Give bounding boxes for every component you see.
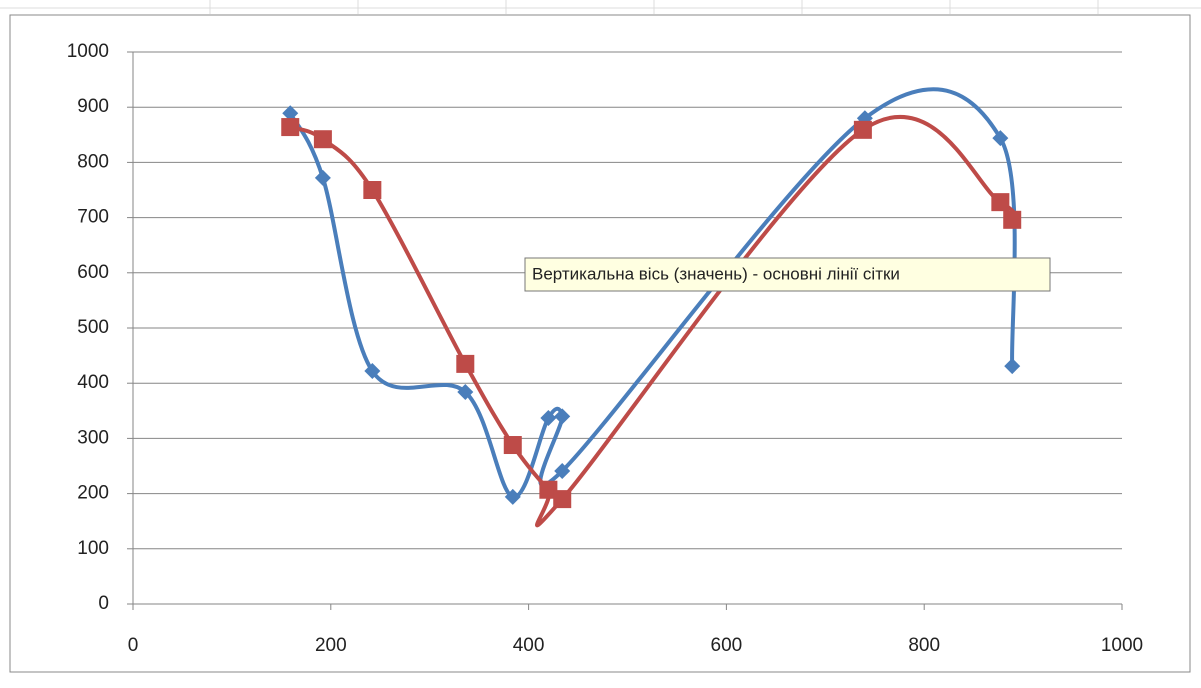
- tooltip: Вертикальна вісь (значень) - основні лін…: [524, 257, 1051, 292]
- y-tick-label: 100: [77, 538, 109, 559]
- marker: [1004, 358, 1021, 375]
- sheet-grid: [0, 0, 1201, 14]
- marker: [504, 488, 521, 505]
- marker: [553, 490, 572, 509]
- marker: [282, 105, 299, 122]
- x-tick-label: 200: [315, 635, 347, 656]
- y-tick-label: 400: [77, 372, 109, 393]
- marker: [503, 436, 522, 455]
- y-tick-label: 900: [77, 96, 109, 117]
- marker: [539, 480, 558, 499]
- x-tick-label: 600: [711, 635, 743, 656]
- marker: [1003, 210, 1022, 229]
- marker: [363, 181, 382, 199]
- y-tick-label: 0: [98, 593, 109, 614]
- marker: [314, 169, 331, 186]
- x-tick-label: 800: [908, 635, 940, 656]
- y-tick-label: 300: [77, 427, 109, 448]
- marker: [313, 130, 332, 149]
- marker: [853, 120, 872, 139]
- x-tick-label: 1000: [1101, 635, 1143, 656]
- marker: [540, 409, 557, 426]
- tooltip-box: [524, 257, 1051, 292]
- y-tick-label: 700: [77, 207, 109, 228]
- y-tick-label: 600: [77, 262, 109, 283]
- marker: [456, 354, 475, 373]
- y-tick-label: 1000: [67, 41, 109, 62]
- x-tick-label: 0: [128, 635, 139, 656]
- marker: [991, 193, 1010, 212]
- marker: [554, 408, 571, 425]
- tooltip-text: Вертикальна вісь (значень) - основні лін…: [532, 264, 900, 283]
- marker: [364, 363, 381, 380]
- y-tick-label: 500: [77, 317, 109, 338]
- marker: [992, 130, 1009, 147]
- y-tick-label: 800: [77, 151, 109, 172]
- marker: [457, 384, 474, 401]
- marker: [281, 118, 300, 137]
- y-tick-label: 200: [77, 483, 109, 504]
- marker: [554, 462, 571, 479]
- x-tick-label: 400: [513, 635, 545, 656]
